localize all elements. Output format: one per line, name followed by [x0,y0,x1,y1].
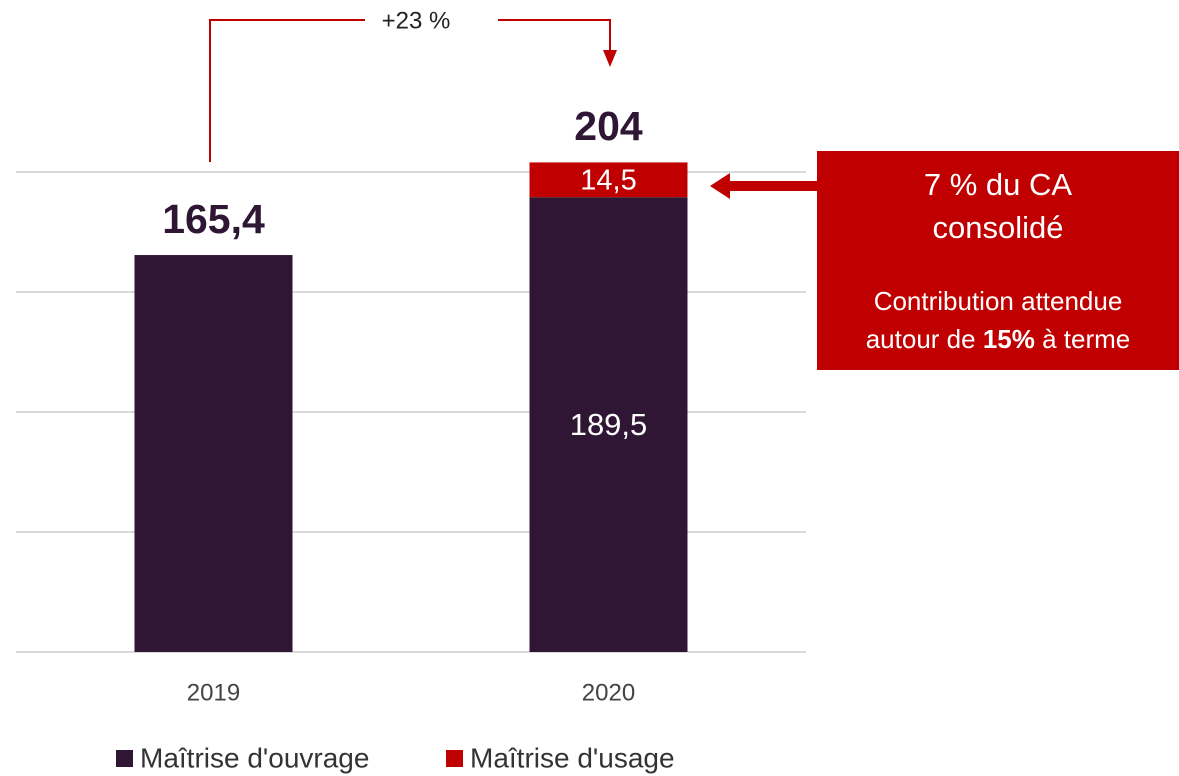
legend-label: Maîtrise d'usage [470,742,675,773]
legend-swatch [446,750,463,767]
callout-title: 7 % du CA [924,167,1073,202]
bar-segment [529,197,688,652]
bar-segment [529,162,688,198]
callout-bold: 15% [983,324,1035,354]
data-label: 189,5 [570,407,648,442]
bracket-arrowhead [603,50,617,67]
growth-label: +23 % [382,7,451,34]
data-label: 14,5 [580,164,636,196]
callout-text: Contribution attendue [874,286,1123,316]
callout-text: autour de [866,324,976,354]
x-tick-label: 2020 [582,679,635,706]
growth-bracket [209,19,611,162]
bar-segment [134,255,293,653]
total-label: 165,4 [162,196,265,242]
callout-text: autour de 15% à terme [866,324,1131,354]
callout-arrow [710,173,817,199]
bracket-left [209,19,365,162]
bracket-right [498,19,611,52]
x-tick-label: 2019 [187,679,240,706]
callout-title: consolidé [933,210,1064,245]
legend-swatch [116,750,133,767]
callout-text: à terme [1042,324,1130,354]
total-label: 204 [574,103,643,149]
callout-box [817,151,1179,370]
legend-label: Maîtrise d'ouvrage [140,742,369,773]
